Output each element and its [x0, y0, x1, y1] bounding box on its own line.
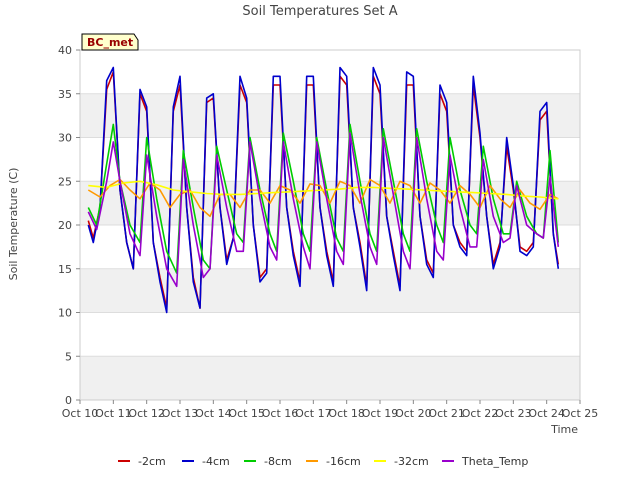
series-line-4cm — [87, 66, 560, 314]
plot-band — [80, 268, 580, 313]
y-tick-label: 15 — [58, 263, 72, 276]
x-tick-label: Oct 22 — [462, 407, 499, 420]
series-line-16cm — [87, 178, 559, 218]
legend-label: Theta_Temp — [461, 455, 528, 468]
legend-label: -4cm — [202, 455, 230, 468]
x-axis-label: Time — [550, 423, 578, 436]
x-tick-label: Oct 23 — [495, 407, 532, 420]
site-label-box: BC_met — [81, 33, 139, 51]
series-line-32cm — [88, 180, 559, 200]
x-tick-label: Oct 21 — [428, 407, 465, 420]
legend-label: -16cm — [326, 455, 361, 468]
plot-band — [80, 93, 580, 138]
legend-label: -2cm — [138, 455, 166, 468]
series-lines — [87, 66, 560, 314]
legend-label: -8cm — [264, 455, 292, 468]
series-line-theta-temp — [87, 132, 560, 288]
x-tick-label: Oct 17 — [295, 407, 332, 420]
x-tick-label: Oct 24 — [528, 407, 565, 420]
y-axis-label: Soil Temperature (C) — [7, 168, 20, 281]
x-tick-label: Oct 20 — [395, 407, 432, 420]
x-tick-label: Oct 12 — [128, 407, 165, 420]
x-tick-label: Oct 15 — [228, 407, 265, 420]
y-tick-label: 40 — [58, 44, 72, 57]
plot-band — [80, 356, 580, 400]
legend-label: -32cm — [394, 455, 429, 468]
x-tick-label: Oct 18 — [328, 407, 365, 420]
x-tick-label: Oct 25 — [562, 407, 599, 420]
x-tick-label: Oct 19 — [362, 407, 399, 420]
y-tick-label: 5 — [65, 350, 72, 363]
y-tick-label: 0 — [65, 394, 72, 407]
y-tick-label: 25 — [58, 175, 72, 188]
y-tick-label: 10 — [58, 307, 72, 320]
y-tick-label: 35 — [58, 88, 72, 101]
y-tick-label: 20 — [58, 219, 72, 232]
x-tick-label: Oct 13 — [162, 407, 199, 420]
site-label: BC_met — [87, 36, 133, 49]
x-tick-label: Oct 14 — [195, 407, 232, 420]
y-tick-label: 30 — [58, 132, 72, 145]
legend: -2cm -4cm -8cm -16cm -32cm Theta_Temp — [118, 455, 528, 468]
x-tick-label: Oct 11 — [95, 407, 132, 420]
chart-title: Soil Temperatures Set A — [242, 4, 397, 19]
x-tick-label: Oct 16 — [262, 407, 299, 420]
x-tick-label: Oct 10 — [62, 407, 99, 420]
